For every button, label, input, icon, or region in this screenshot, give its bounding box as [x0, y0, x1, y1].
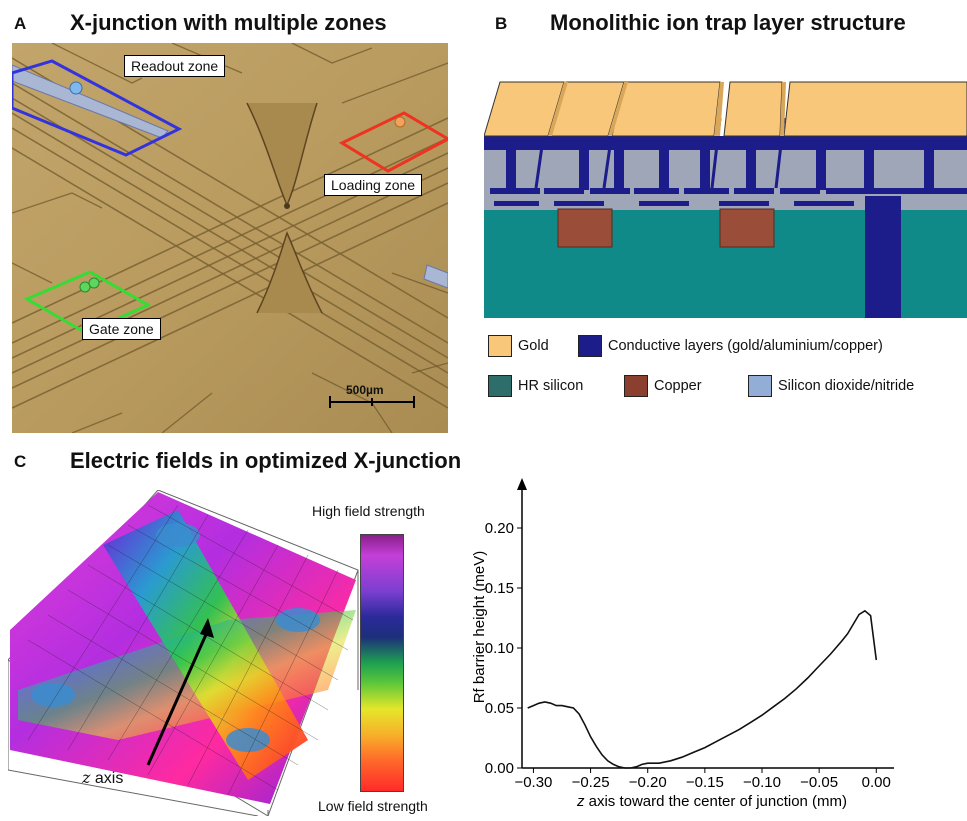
legend-label-copper: Copper — [654, 378, 702, 394]
z-axis-rest: axis — [90, 770, 124, 787]
x-tick-label: −0.15 — [686, 774, 724, 791]
panel-b-title: Monolithic ion trap layer structure — [550, 10, 906, 35]
legend-item-hr-silicon: HR silicon — [488, 375, 583, 397]
x-tick-label: 0.00 — [862, 774, 891, 791]
z-axis-italic: z — [82, 768, 91, 787]
scale-bar-label: 500µm — [346, 383, 384, 397]
y-axis-arrowhead — [517, 478, 527, 490]
rf-barrier-plot: 0.00 0.05 0.10 0.15 0.20 −0.30 −0.25 −0.20 −0.15… — [460, 478, 967, 816]
panel-c-title: Electric fields in optimized X-junction — [70, 448, 462, 473]
legend-swatch-hr-silicon — [488, 375, 512, 397]
x-tick-label: −0.25 — [572, 774, 610, 791]
legend-item-conductive: Conductive layers (gold/aluminium/copper… — [578, 335, 883, 357]
panel-a-letter: A — [14, 14, 27, 33]
x-tick-label: −0.20 — [629, 774, 667, 791]
material-legend: Gold Conductive layers (gold/aluminium/c… — [488, 335, 958, 405]
y-tick-label: 0.05 — [485, 700, 514, 717]
panel-c-letter: C — [14, 452, 27, 471]
y-tick-label: 0.00 — [485, 760, 514, 777]
legend-label-conductive: Conductive layers (gold/aluminium/copper… — [608, 338, 883, 354]
loading-zone-outline — [338, 111, 448, 173]
legend-swatch-gold — [488, 335, 512, 357]
x-axis-title: z axis toward the center of junction (mm… — [576, 793, 847, 810]
x-tick-label: −0.10 — [743, 774, 781, 791]
gate-zone-outline — [23, 270, 152, 335]
legend-swatch-copper — [624, 375, 648, 397]
x-tick-label: −0.05 — [800, 774, 838, 791]
readout-zone-label: Readout zone — [124, 55, 226, 77]
field-surface-plot — [8, 490, 438, 816]
legend-item-copper: Copper — [624, 375, 702, 397]
loading-zone-label: Loading zone — [324, 174, 423, 196]
legend-item-silicon-dioxide: Silicon dioxide/nitride — [748, 375, 914, 397]
series-line-0 — [527, 609, 878, 769]
legend-label-gold: Gold — [518, 338, 549, 354]
y-axis-title: Rf barrier height (meV) — [471, 551, 488, 704]
field-strength-colorbar — [360, 534, 404, 792]
layer-structure-diagram — [484, 78, 967, 318]
y-tick-label: 0.20 — [485, 520, 514, 537]
y-tick-label: 0.10 — [485, 640, 514, 657]
panel-a-image: Readout zone Loading zone Gate zone 500µ… — [12, 43, 448, 433]
legend-swatch-silicon-dioxide — [748, 375, 772, 397]
rf-barrier-chart: 0.00 0.05 0.10 0.15 0.20 −0.30 −0.25 −0.20 −0.15… — [471, 478, 894, 810]
readout-ion — [69, 81, 83, 95]
legend-swatch-conductive — [578, 335, 602, 357]
colorbar-low-label: Low field strength — [318, 798, 428, 814]
x-junction-micrograph — [12, 43, 448, 433]
gate-ion-2 — [88, 277, 100, 289]
legend-label-silicon-dioxide: Silicon dioxide/nitride — [778, 378, 915, 394]
z-axis-label: z axis — [82, 768, 123, 788]
x-tick-label: −0.30 — [514, 774, 552, 791]
gate-ion-1 — [79, 281, 91, 293]
panel-b-letter: B — [495, 14, 508, 33]
z-axis-arrow — [146, 618, 214, 766]
panel-a-title: X-junction with multiple zones — [70, 10, 387, 35]
legend-item-gold: Gold — [488, 335, 549, 357]
loading-ion — [394, 116, 406, 128]
colorbar-high-label: High field strength — [312, 503, 425, 519]
scale-bar — [329, 396, 415, 408]
legend-label-hr-silicon: HR silicon — [518, 378, 584, 394]
gate-zone-label: Gate zone — [82, 318, 161, 340]
readout-zone-outline — [12, 59, 183, 157]
y-tick-label: 0.15 — [485, 580, 514, 597]
